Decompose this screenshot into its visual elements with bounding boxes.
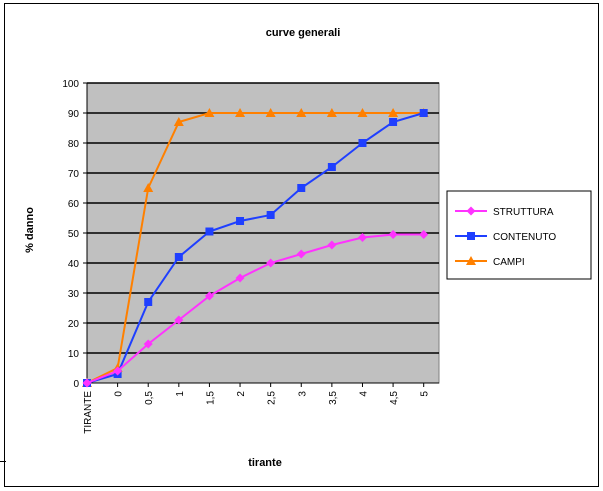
data-point-campi	[143, 183, 154, 192]
x-tick-label: 3	[297, 391, 308, 397]
legend-label-campi: CAMPI	[493, 257, 525, 268]
y-tick-label: 50	[68, 229, 80, 240]
data-point-struttura	[296, 249, 306, 259]
data-point-struttura	[235, 273, 245, 283]
page-edge-mark	[0, 461, 6, 462]
data-point-contenuto	[236, 217, 245, 225]
data-point-contenuto	[389, 118, 398, 126]
y-tick-label: 40	[68, 259, 80, 270]
y-tick-label: 10	[68, 349, 80, 360]
series-line-campi	[86, 112, 424, 384]
data-point-campi	[204, 108, 215, 117]
x-tick-label: 4	[358, 391, 369, 397]
data-point-contenuto	[144, 298, 153, 306]
data-point-struttura	[327, 240, 337, 250]
data-point-struttura	[266, 258, 276, 268]
line-chart: curve generali % danno tirante 010203040…	[24, 27, 592, 469]
x-tick-label: 4,5	[389, 391, 400, 405]
x-tick-label: 2	[236, 391, 247, 397]
data-point-struttura	[82, 378, 92, 388]
x-tick-label: 1	[175, 391, 186, 397]
y-tick-label: 90	[68, 109, 80, 120]
data-point-campi	[326, 108, 337, 117]
data-point-campi	[235, 108, 246, 117]
data-point-struttura	[419, 230, 429, 239]
x-tick-label: 0	[114, 391, 125, 397]
x-tick-label: 5	[420, 391, 431, 397]
y-tick-label: 20	[68, 319, 80, 330]
data-point-campi	[296, 108, 307, 117]
chart-frame: curve generali % danno tirante 0 10 20 30 40…	[4, 3, 599, 487]
y-tick-label: 60	[68, 199, 80, 210]
x-tick-label: 2,5	[267, 391, 278, 405]
data-point-struttura	[113, 366, 123, 376]
y-tick-label: 80	[68, 139, 80, 150]
x-tick-label: 1,5	[205, 391, 216, 405]
data-point-contenuto	[174, 253, 183, 261]
chart-title: curve generali	[266, 27, 341, 39]
y-axis-label: % danno	[24, 207, 36, 253]
data-point-contenuto	[205, 227, 214, 236]
legend-marker-struttura	[466, 206, 476, 216]
data-point-struttura	[204, 291, 214, 301]
legend-marker-campi	[466, 256, 476, 265]
data-point-contenuto	[358, 139, 367, 147]
data-point-contenuto	[419, 109, 428, 117]
data-point-contenuto	[297, 184, 306, 192]
y-tick-label: 0	[73, 379, 79, 390]
data-point-struttura	[174, 315, 184, 325]
legend-label-struttura: STRUTTURA	[493, 207, 554, 218]
x-tick-label: 3,5	[328, 391, 339, 405]
x-tick-label: 0,5	[144, 391, 155, 405]
x-axis-label: tirante	[248, 457, 282, 469]
y-tick-label: 30	[68, 289, 80, 300]
data-point-campi	[388, 108, 399, 117]
data-point-campi	[265, 108, 276, 117]
data-point-struttura	[357, 233, 367, 242]
x-tick-label: TIRANTE	[83, 391, 94, 434]
series-line-struttura	[86, 233, 424, 384]
data-point-campi	[173, 117, 184, 126]
data-point-contenuto	[327, 163, 336, 171]
data-point-struttura	[388, 230, 398, 239]
legend-marker-contenuto	[467, 232, 475, 240]
data-point-campi	[357, 108, 368, 117]
data-point-contenuto	[266, 211, 275, 219]
legend-label-contenuto: CONTENUTO	[493, 232, 556, 243]
data-point-struttura	[143, 339, 153, 349]
series-line-contenuto	[86, 112, 424, 384]
y-tick-label: 70	[68, 169, 80, 180]
y-tick-label: 100	[62, 79, 79, 90]
